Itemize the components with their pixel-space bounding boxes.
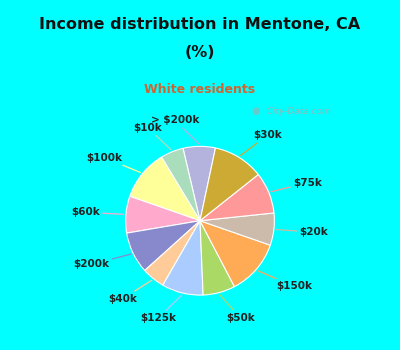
Wedge shape [145, 221, 200, 285]
Text: > $200k: > $200k [150, 115, 199, 144]
Text: $40k: $40k [108, 280, 152, 304]
Wedge shape [200, 213, 274, 245]
Text: $200k: $200k [74, 254, 131, 270]
Wedge shape [127, 221, 200, 271]
Text: $50k: $50k [220, 295, 255, 323]
Text: City-Data.com: City-Data.com [261, 107, 331, 116]
Text: (%): (%) [185, 46, 215, 60]
Text: $150k: $150k [258, 271, 312, 291]
Text: $60k: $60k [71, 207, 124, 217]
Wedge shape [183, 146, 216, 221]
Text: Income distribution in Mentone, CA: Income distribution in Mentone, CA [40, 17, 360, 32]
Text: $100k: $100k [86, 153, 140, 173]
Text: $75k: $75k [271, 178, 322, 192]
Wedge shape [200, 221, 270, 287]
Wedge shape [162, 148, 200, 221]
Text: White residents: White residents [144, 83, 256, 96]
Wedge shape [163, 221, 203, 295]
Text: $30k: $30k [240, 131, 282, 156]
Wedge shape [200, 148, 258, 221]
Text: ●: ● [252, 106, 260, 116]
Text: $125k: $125k [140, 295, 182, 323]
Wedge shape [200, 175, 274, 221]
Wedge shape [130, 157, 200, 221]
Text: $10k: $10k [133, 123, 171, 150]
Wedge shape [126, 196, 200, 233]
Text: $20k: $20k [276, 227, 328, 237]
Wedge shape [200, 221, 234, 295]
